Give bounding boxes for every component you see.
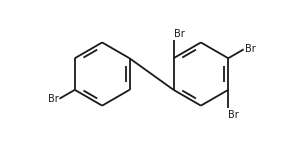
Text: Br: Br <box>48 94 58 104</box>
Text: Br: Br <box>245 44 255 54</box>
Text: Br: Br <box>228 110 239 120</box>
Text: Br: Br <box>173 29 184 38</box>
